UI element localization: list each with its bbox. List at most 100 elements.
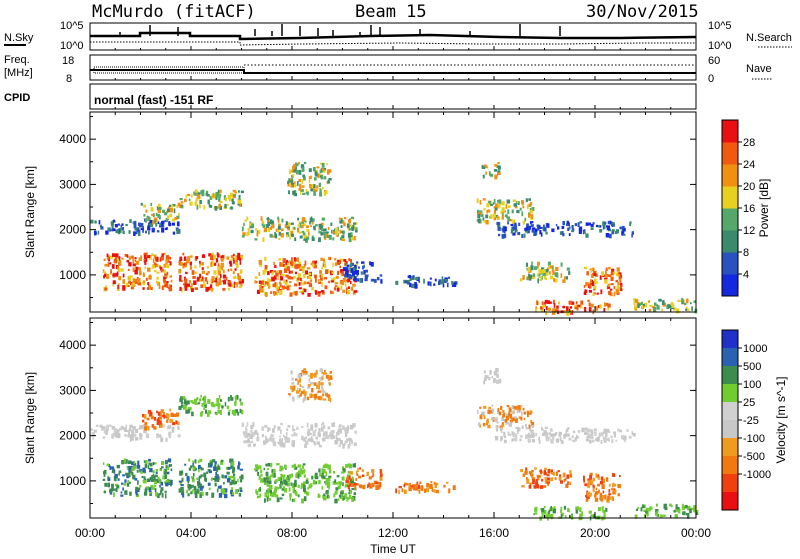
velocity-cell [107, 477, 111, 482]
power-cell [284, 286, 288, 289]
velocity-cell [481, 411, 486, 415]
velocity-cell [527, 413, 529, 418]
power-cell [653, 306, 657, 312]
power-cell [501, 207, 505, 213]
power-cell [184, 198, 187, 203]
power-cell [184, 286, 188, 291]
velocity-cell [165, 493, 167, 499]
velocity-colorbar-swatch [722, 492, 738, 511]
nsearch-label: N.Search [746, 32, 792, 44]
power-cell [287, 181, 290, 184]
velocity-cell [279, 466, 282, 470]
power-cell [179, 256, 183, 261]
power-cell [477, 213, 481, 219]
velocity-cell [152, 462, 155, 466]
power-cell [116, 266, 119, 270]
velocity-cell [201, 403, 204, 407]
power-cell [319, 276, 323, 281]
power-cell [531, 275, 535, 280]
power-cell [289, 230, 292, 236]
power-cell [196, 276, 200, 280]
velocity-cell [299, 393, 302, 397]
power-cell [320, 257, 324, 261]
power-cell [505, 203, 508, 209]
power-cell [512, 232, 516, 236]
velocity-cell [133, 462, 137, 468]
velocity-cell [114, 429, 117, 435]
power-cell [531, 261, 533, 266]
power-cell [395, 280, 399, 285]
velocity-cell [277, 426, 281, 431]
velocity-cell [603, 478, 606, 484]
power-cell [545, 271, 549, 276]
velocity-cell [569, 515, 572, 519]
power-cell [131, 255, 134, 259]
power-cell [201, 270, 205, 274]
velocity-cell [292, 488, 295, 494]
power-cell [149, 225, 152, 228]
velocity-cell [555, 432, 558, 436]
power-cell [515, 229, 518, 232]
power-cell [273, 261, 275, 265]
velocity-cell [321, 468, 325, 473]
velocity-cell [375, 485, 379, 490]
power-cell [192, 275, 196, 279]
power-cell [220, 274, 222, 278]
power-cell [212, 192, 215, 198]
velocity-cell [208, 470, 212, 474]
power-colorbar-tick-label: 20 [743, 181, 755, 193]
velocity-cell [483, 415, 486, 419]
power-cell [258, 259, 262, 265]
power-cell [590, 274, 594, 278]
velocity-cell [198, 469, 200, 473]
power-cell [283, 279, 286, 284]
power-cell [168, 287, 173, 292]
power-cell [324, 228, 327, 232]
velocity-cell [187, 493, 190, 497]
velocity-cell [597, 483, 601, 487]
velocity-cell [304, 370, 307, 374]
power-cell [286, 284, 288, 288]
power-cell [354, 265, 357, 270]
power-cell [593, 285, 597, 290]
power-cell [233, 275, 237, 279]
power-cell [341, 218, 343, 223]
velocity-cell [309, 372, 313, 378]
power-cell [171, 222, 175, 226]
power-cell [273, 291, 276, 296]
power-cell [624, 227, 626, 232]
power-cell [554, 308, 558, 313]
velocity-cell [669, 503, 672, 507]
velocity-cell [149, 476, 153, 481]
power-cell [566, 276, 568, 280]
velocity-cell [655, 503, 658, 507]
velocity-cell [288, 474, 292, 479]
velocity-cell [159, 484, 161, 488]
cpid-strip-frame [89, 83, 697, 110]
velocity-cell [128, 428, 132, 432]
velocity-cell [329, 371, 333, 374]
velocity-cell [273, 441, 277, 446]
velocity-cell [602, 510, 606, 513]
velocity-cell [321, 427, 324, 432]
power-cell [309, 279, 312, 283]
power-cell [178, 269, 182, 274]
power-cell [147, 267, 151, 272]
velocity-cell [245, 440, 248, 443]
power-cell [285, 221, 288, 226]
power-cell [301, 185, 305, 188]
power-cell [588, 302, 591, 307]
power-cell [370, 278, 375, 282]
power-cell [126, 254, 129, 258]
power-cell [151, 227, 155, 233]
power-cell [536, 224, 540, 228]
power-cell [482, 174, 485, 179]
velocity-cell [501, 416, 504, 421]
power-cell [541, 269, 544, 274]
velocity-cell [161, 493, 164, 498]
velocity-cell [534, 512, 538, 515]
velocity-cell [303, 487, 306, 492]
power-cell [334, 282, 339, 285]
velocity-cell [139, 436, 143, 440]
velocity-cell [476, 409, 479, 415]
